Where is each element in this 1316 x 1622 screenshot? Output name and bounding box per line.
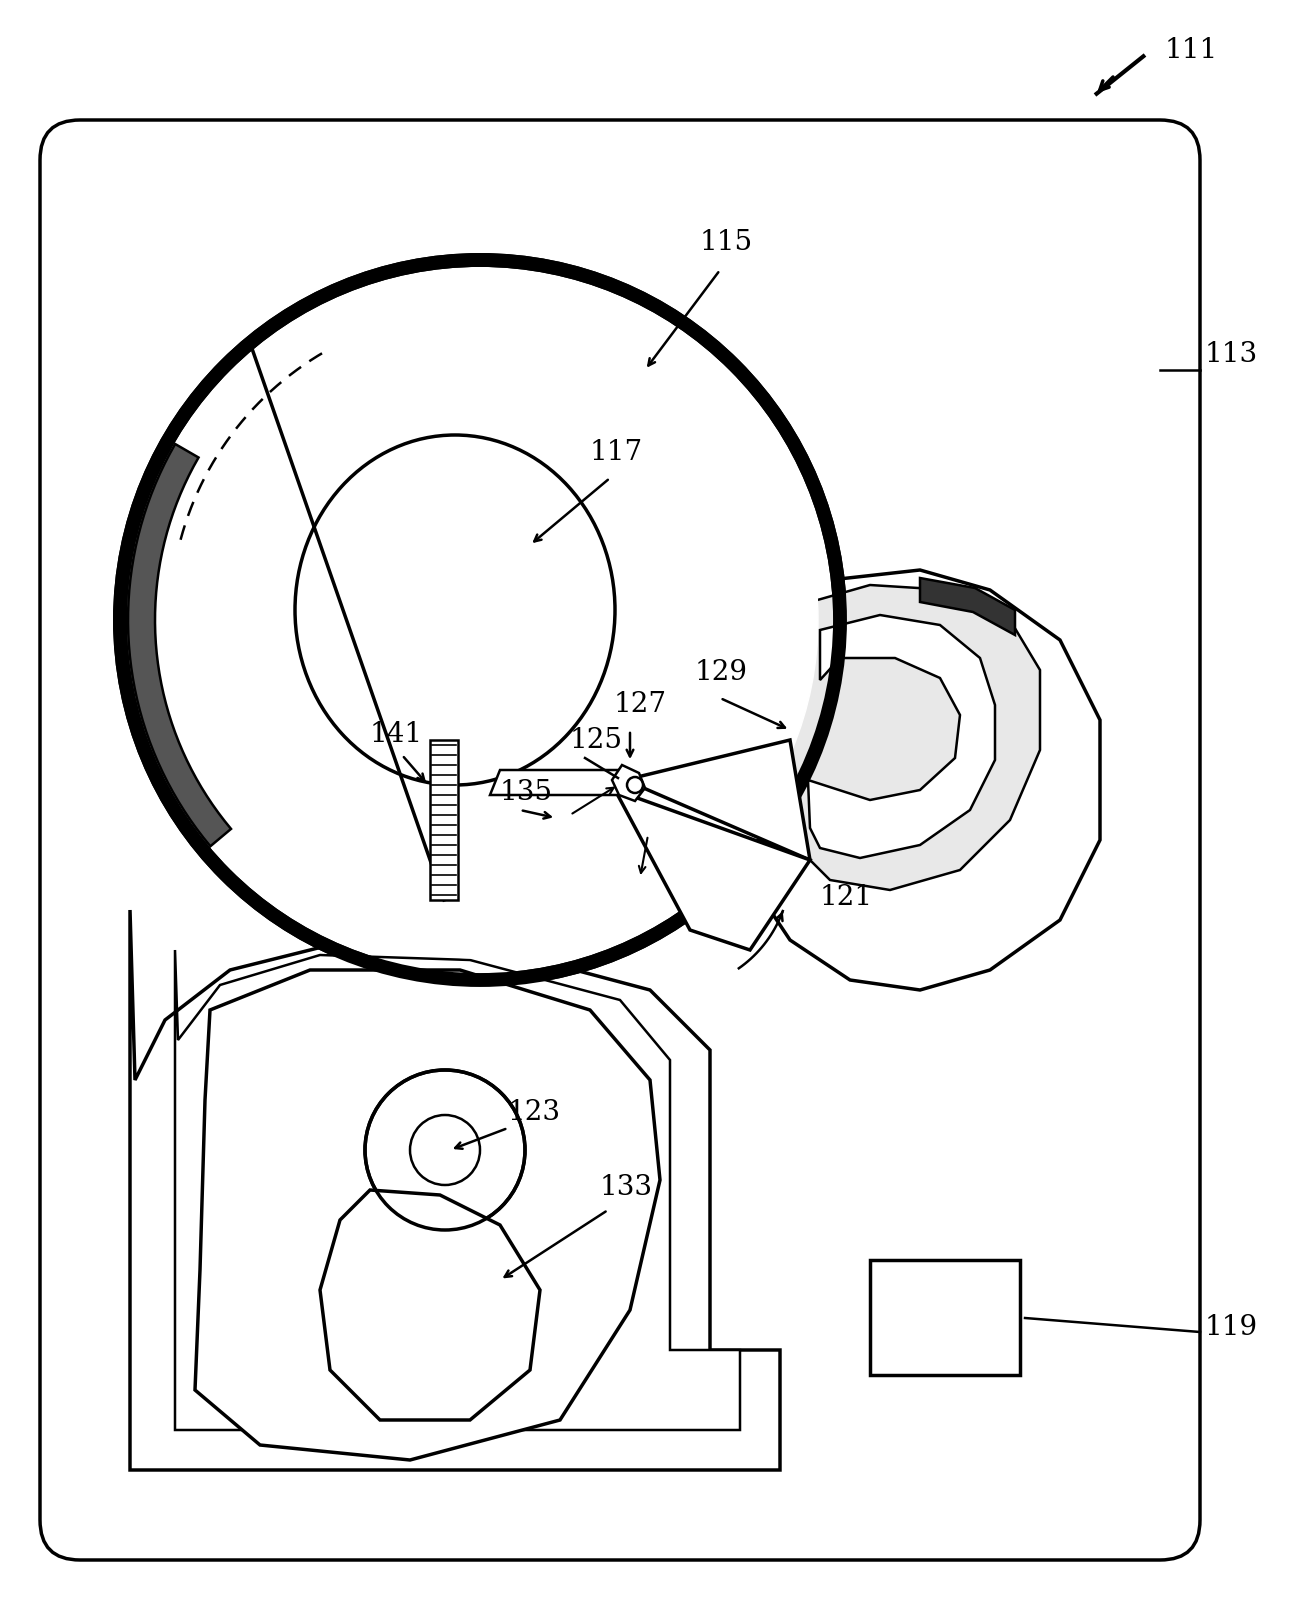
Text: 117: 117 [590, 440, 644, 466]
Text: 111: 111 [1165, 37, 1219, 63]
Text: 141: 141 [370, 722, 424, 748]
Text: 119: 119 [1205, 1314, 1258, 1341]
Bar [430, 740, 458, 900]
Polygon shape [730, 569, 1100, 989]
Circle shape [142, 282, 819, 959]
Polygon shape [195, 970, 661, 1460]
Polygon shape [128, 444, 232, 847]
Ellipse shape [295, 435, 615, 785]
Text: 129: 129 [695, 659, 747, 686]
FancyBboxPatch shape [39, 120, 1200, 1560]
Text: 121: 121 [820, 884, 873, 912]
Polygon shape [808, 615, 995, 858]
Text: 115: 115 [700, 229, 753, 256]
Text: 125: 125 [570, 727, 622, 754]
Polygon shape [625, 740, 811, 860]
Bar [870, 1260, 1020, 1375]
Circle shape [411, 1114, 480, 1186]
Polygon shape [615, 790, 811, 950]
Polygon shape [130, 910, 780, 1470]
Circle shape [120, 260, 840, 980]
Text: 135: 135 [500, 779, 553, 806]
Text: 127: 127 [615, 691, 667, 719]
Polygon shape [490, 770, 630, 795]
Polygon shape [175, 950, 740, 1431]
Text: 123: 123 [508, 1100, 561, 1126]
Polygon shape [612, 766, 645, 801]
Text: 133: 133 [600, 1174, 653, 1200]
Text: 113: 113 [1205, 341, 1258, 368]
Polygon shape [320, 1191, 540, 1419]
Circle shape [365, 1071, 525, 1229]
Polygon shape [920, 577, 1015, 634]
Circle shape [626, 777, 644, 793]
Polygon shape [786, 586, 1040, 890]
